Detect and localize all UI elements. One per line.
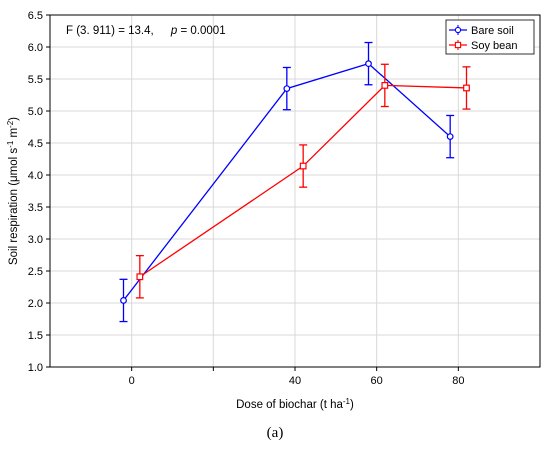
y-tick-label: 5.0 [28, 106, 43, 118]
x-tick-label: 40 [289, 375, 301, 387]
legend-label: Bare soil [471, 25, 514, 37]
annotation-stat: F (3. 911) = 13.4, [66, 25, 154, 37]
legend-marker [454, 26, 462, 34]
legend-marker [454, 41, 462, 49]
data-point [463, 84, 470, 92]
data-point [283, 85, 291, 92]
data-point [120, 297, 127, 304]
x-axis-label: Dose of biochar (t ha-1) [236, 397, 354, 412]
series-line [139, 84, 467, 278]
y-tick-label: 2.0 [28, 298, 43, 310]
y-tick-label: 1.5 [28, 330, 43, 342]
y-tick-label: 3.0 [28, 234, 43, 246]
x-tick-label: 0 [129, 375, 135, 387]
series-group [119, 41, 471, 323]
y-tick-label: 6.0 [28, 42, 43, 54]
y-axis-label: Soil respiration (μmol s-1 m-2) [6, 117, 21, 265]
legend-label: Soy bean [471, 40, 517, 52]
y-axis-label-sup1: -1 [6, 140, 15, 148]
annotation: F (3. 911) = 13.4, p = 0.0001 [66, 25, 226, 37]
x-tick-label: 80 [452, 375, 464, 387]
x-axis-label-sup: -1 [343, 397, 351, 406]
y-tick-label: 6.5 [28, 10, 43, 22]
y-tick-label: 4.5 [28, 138, 43, 150]
y-tick-label: 3.5 [28, 202, 43, 214]
y-tick-label: 5.5 [28, 74, 43, 86]
data-point [299, 162, 307, 170]
y-axis-label-sup2: -2 [6, 120, 15, 128]
annotation-p-label: p [170, 25, 178, 37]
y-tick-label: 1.0 [28, 362, 43, 374]
data-point [136, 273, 144, 281]
series-1 [119, 41, 455, 323]
data-point [446, 133, 454, 141]
y-tick-label: 2.5 [28, 266, 43, 278]
annotation-p-value: = 0.0001 [181, 25, 226, 37]
y-tick-label: 4.0 [28, 170, 43, 182]
data-point [365, 60, 372, 68]
x-axis-label-main: Dose of biochar (t ha [236, 399, 343, 411]
legend-box [445, 19, 535, 55]
y-axis-label-main: Soil respiration (μmol s [8, 148, 20, 265]
y-axis-label-mid: m [8, 128, 20, 141]
panel-label: (a) [266, 425, 284, 441]
data-point [381, 81, 389, 89]
series-line [122, 62, 451, 301]
x-tick-label: 60 [371, 375, 383, 387]
x-axis-label-end: ) [350, 399, 354, 411]
y-axis-label-end: ) [8, 117, 20, 121]
series-2 [135, 63, 471, 299]
legend: Bare soil Soy bean [445, 19, 535, 55]
axes: 1.0 1.5 2.0 2.5 3.0 3.5 4.0 4.5 5.0 5.5 6.0 6.5 0 40 6… [28, 10, 465, 387]
